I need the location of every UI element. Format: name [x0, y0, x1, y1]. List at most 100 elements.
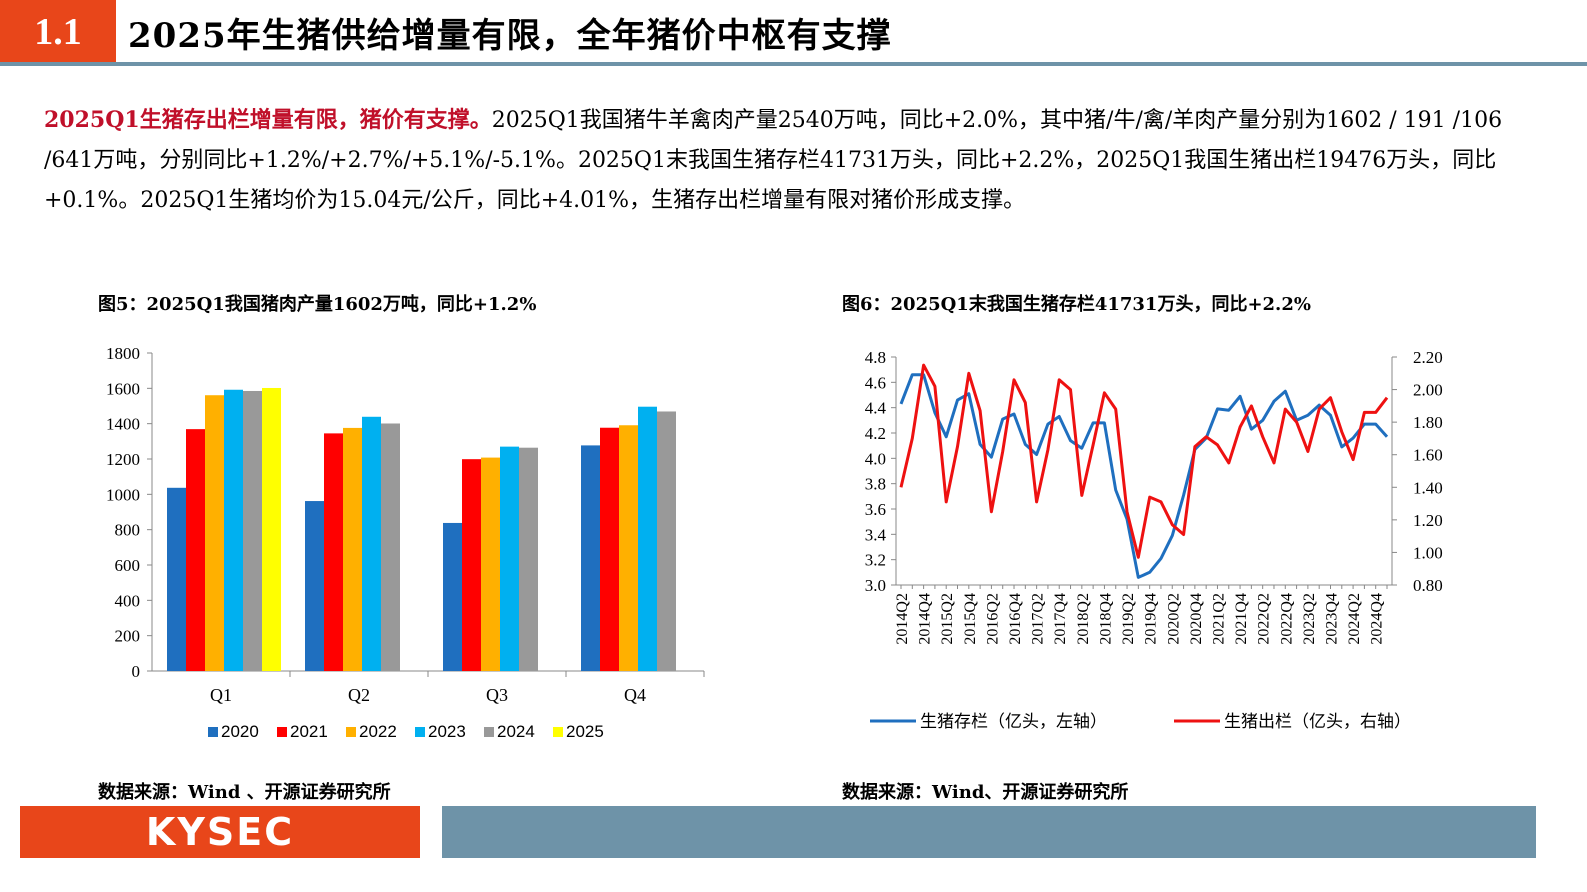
figure6-title: 图6：2025Q1末我国生猪存栏41731万头，同比+2.2%: [842, 294, 1311, 315]
legend-swatch-2022: [346, 727, 356, 737]
left-y-tick-label: 4.4: [865, 399, 887, 418]
x-tick-label: Q2: [348, 685, 370, 705]
legend-swatch-2020: [208, 727, 218, 737]
x-tick-label: 2016Q4: [1007, 593, 1024, 645]
left-y-tick-label: 4.6: [865, 373, 886, 392]
legend-label-2025: 2025: [566, 722, 604, 741]
bar-2025-Q1: [262, 387, 281, 671]
section-number: 1.1: [0, 0, 116, 64]
left-y-tick-label: 4.2: [865, 424, 886, 443]
legend-label-2022: 2022: [359, 722, 397, 741]
figure6-source: 数据来源：Wind、开源证券研究所: [842, 782, 1129, 803]
bar-2020-Q4: [581, 445, 600, 671]
legend-swatch-2024: [484, 727, 494, 737]
right-y-tick-label: 1.60: [1413, 446, 1443, 465]
legend-swatch-2021: [277, 727, 287, 737]
bar-2021-Q1: [186, 429, 205, 671]
hog-inventory-line-chart: 3.0 3.2 3.4 3.6 3.8 4.0 4.2 4.4 4.6 4.8 0.80 1.00 1.…: [865, 348, 1443, 731]
y-tick-label: 1600: [106, 379, 140, 398]
bar-2023-Q1: [224, 389, 243, 671]
bar-2021-Q3: [462, 459, 481, 671]
right-y-tick-label: 1.40: [1413, 478, 1443, 497]
bar-2024-Q1: [243, 390, 262, 671]
summary-lead: 2025Q1生猪存出栏增量有限，猪价有支撑。: [44, 107, 492, 133]
legend-label-2021: 2021: [290, 722, 328, 741]
bar-2023-Q4: [638, 406, 657, 671]
x-tick-label: 2019Q4: [1143, 593, 1160, 645]
x-tick-label: Q3: [486, 685, 508, 705]
bar-2024-Q3: [519, 447, 538, 671]
bar-2021-Q4: [600, 427, 619, 671]
y-tick-label: 1000: [106, 485, 140, 504]
x-tick-label: 2022Q2: [1256, 593, 1273, 645]
left-y-tick-label: 3.2: [865, 551, 886, 570]
right-y-tick-label: 1.00: [1413, 543, 1443, 562]
legend-label-2024: 2024: [497, 722, 535, 741]
bar-2021-Q2: [324, 433, 343, 671]
x-tick-label: 2019Q2: [1120, 593, 1137, 645]
x-tick-label: 2024Q2: [1346, 593, 1363, 645]
bar-2022-Q2: [343, 427, 362, 671]
legend-label-slaughter: 生猪出栏（亿头，右轴）: [1224, 712, 1411, 731]
y-tick-label: 1400: [106, 415, 140, 434]
left-y-tick-label: 3.0: [865, 576, 886, 595]
x-tick-label: 2018Q2: [1075, 593, 1092, 645]
x-tick-label: 2023Q2: [1301, 593, 1318, 645]
y-tick-label: 800: [115, 521, 141, 540]
y-tick-label: 1200: [106, 450, 140, 469]
pork-production-bar-chart: 0 200 400 600 800 1000 1200 1400 1600 1800 Q1 Q2 Q3 Q…: [106, 344, 705, 741]
legend-swatch-2025: [553, 727, 563, 737]
x-tick-label: 2017Q4: [1052, 593, 1069, 645]
header: 1.1 2025年生猪供给增量有限，全年猪价中枢有支撑: [0, 0, 1587, 66]
right-y-tick-label: 2.20: [1413, 348, 1443, 367]
y-tick-label: 600: [115, 556, 141, 575]
bar-2024-Q2: [381, 423, 400, 671]
footer-bar: [442, 806, 1536, 858]
bar-2020-Q2: [305, 501, 324, 671]
right-y-tick-label: 1.20: [1413, 511, 1443, 530]
kysec-logo: KYSEC: [20, 806, 420, 858]
x-tick-label: 2014Q2: [894, 593, 911, 645]
x-tick-label: 2023Q4: [1323, 593, 1340, 645]
legend-label-inventory: 生猪存栏（亿头，左轴）: [920, 712, 1107, 731]
left-y-tick-label: 4.0: [865, 449, 886, 468]
inventory-line: [899, 373, 1389, 579]
bar-2020-Q3: [443, 522, 462, 671]
bar-2020-Q1: [167, 487, 186, 671]
left-y-tick-label: 4.8: [865, 348, 886, 367]
x-tick-label: 2022Q4: [1278, 593, 1295, 645]
legend-swatch-2023: [415, 727, 425, 737]
figure5-title: 图5：2025Q1我国猪肉产量1602万吨，同比+1.2%: [98, 294, 537, 315]
x-tick-label: 2017Q2: [1030, 593, 1047, 645]
bar-2022-Q1: [205, 395, 224, 671]
y-tick-label: 1800: [106, 344, 140, 363]
x-tick-label: 2015Q4: [962, 593, 979, 645]
legend-label-2023: 2023: [428, 722, 466, 741]
left-y-tick-label: 3.8: [865, 475, 886, 494]
x-tick-label: 2018Q4: [1097, 593, 1114, 645]
left-y-tick-label: 3.6: [865, 500, 886, 519]
page-title: 2025年生猪供给增量有限，全年猪价中枢有支撑: [128, 16, 892, 56]
x-tick-label: 2024Q4: [1369, 593, 1386, 645]
bar-2022-Q3: [481, 457, 500, 671]
bar-2023-Q3: [500, 446, 519, 671]
figure5-source: 数据来源：Wind 、开源证券研究所: [98, 782, 391, 803]
y-tick-label: 0: [132, 662, 141, 681]
legend-label-2020: 2020: [221, 722, 259, 741]
bar-2023-Q2: [362, 416, 381, 671]
x-tick-label: Q1: [210, 685, 232, 705]
summary-body: 2025Q1我国猪牛羊禽肉产量2540万吨，同比+2.0%，其中猪/牛/禽/羊肉…: [44, 108, 1503, 213]
x-tick-label: 2021Q4: [1233, 593, 1250, 645]
x-tick-label: 2020Q2: [1165, 593, 1182, 645]
x-tick-label: 2016Q2: [984, 593, 1001, 645]
x-tick-label: 2014Q4: [917, 593, 934, 645]
x-tick-label: Q4: [624, 685, 646, 705]
slaughter-line: [899, 363, 1389, 559]
y-tick-label: 200: [115, 627, 141, 646]
bar-2022-Q4: [619, 425, 638, 671]
right-y-tick-label: 1.80: [1413, 413, 1443, 432]
x-tick-label: 2015Q2: [939, 593, 956, 645]
y-tick-label: 400: [115, 591, 141, 610]
summary-paragraph: 2025Q1生猪存出栏增量有限，猪价有支撑。2025Q1我国猪牛羊禽肉产量254…: [44, 100, 1534, 221]
right-y-tick-label: 0.80: [1413, 576, 1443, 595]
